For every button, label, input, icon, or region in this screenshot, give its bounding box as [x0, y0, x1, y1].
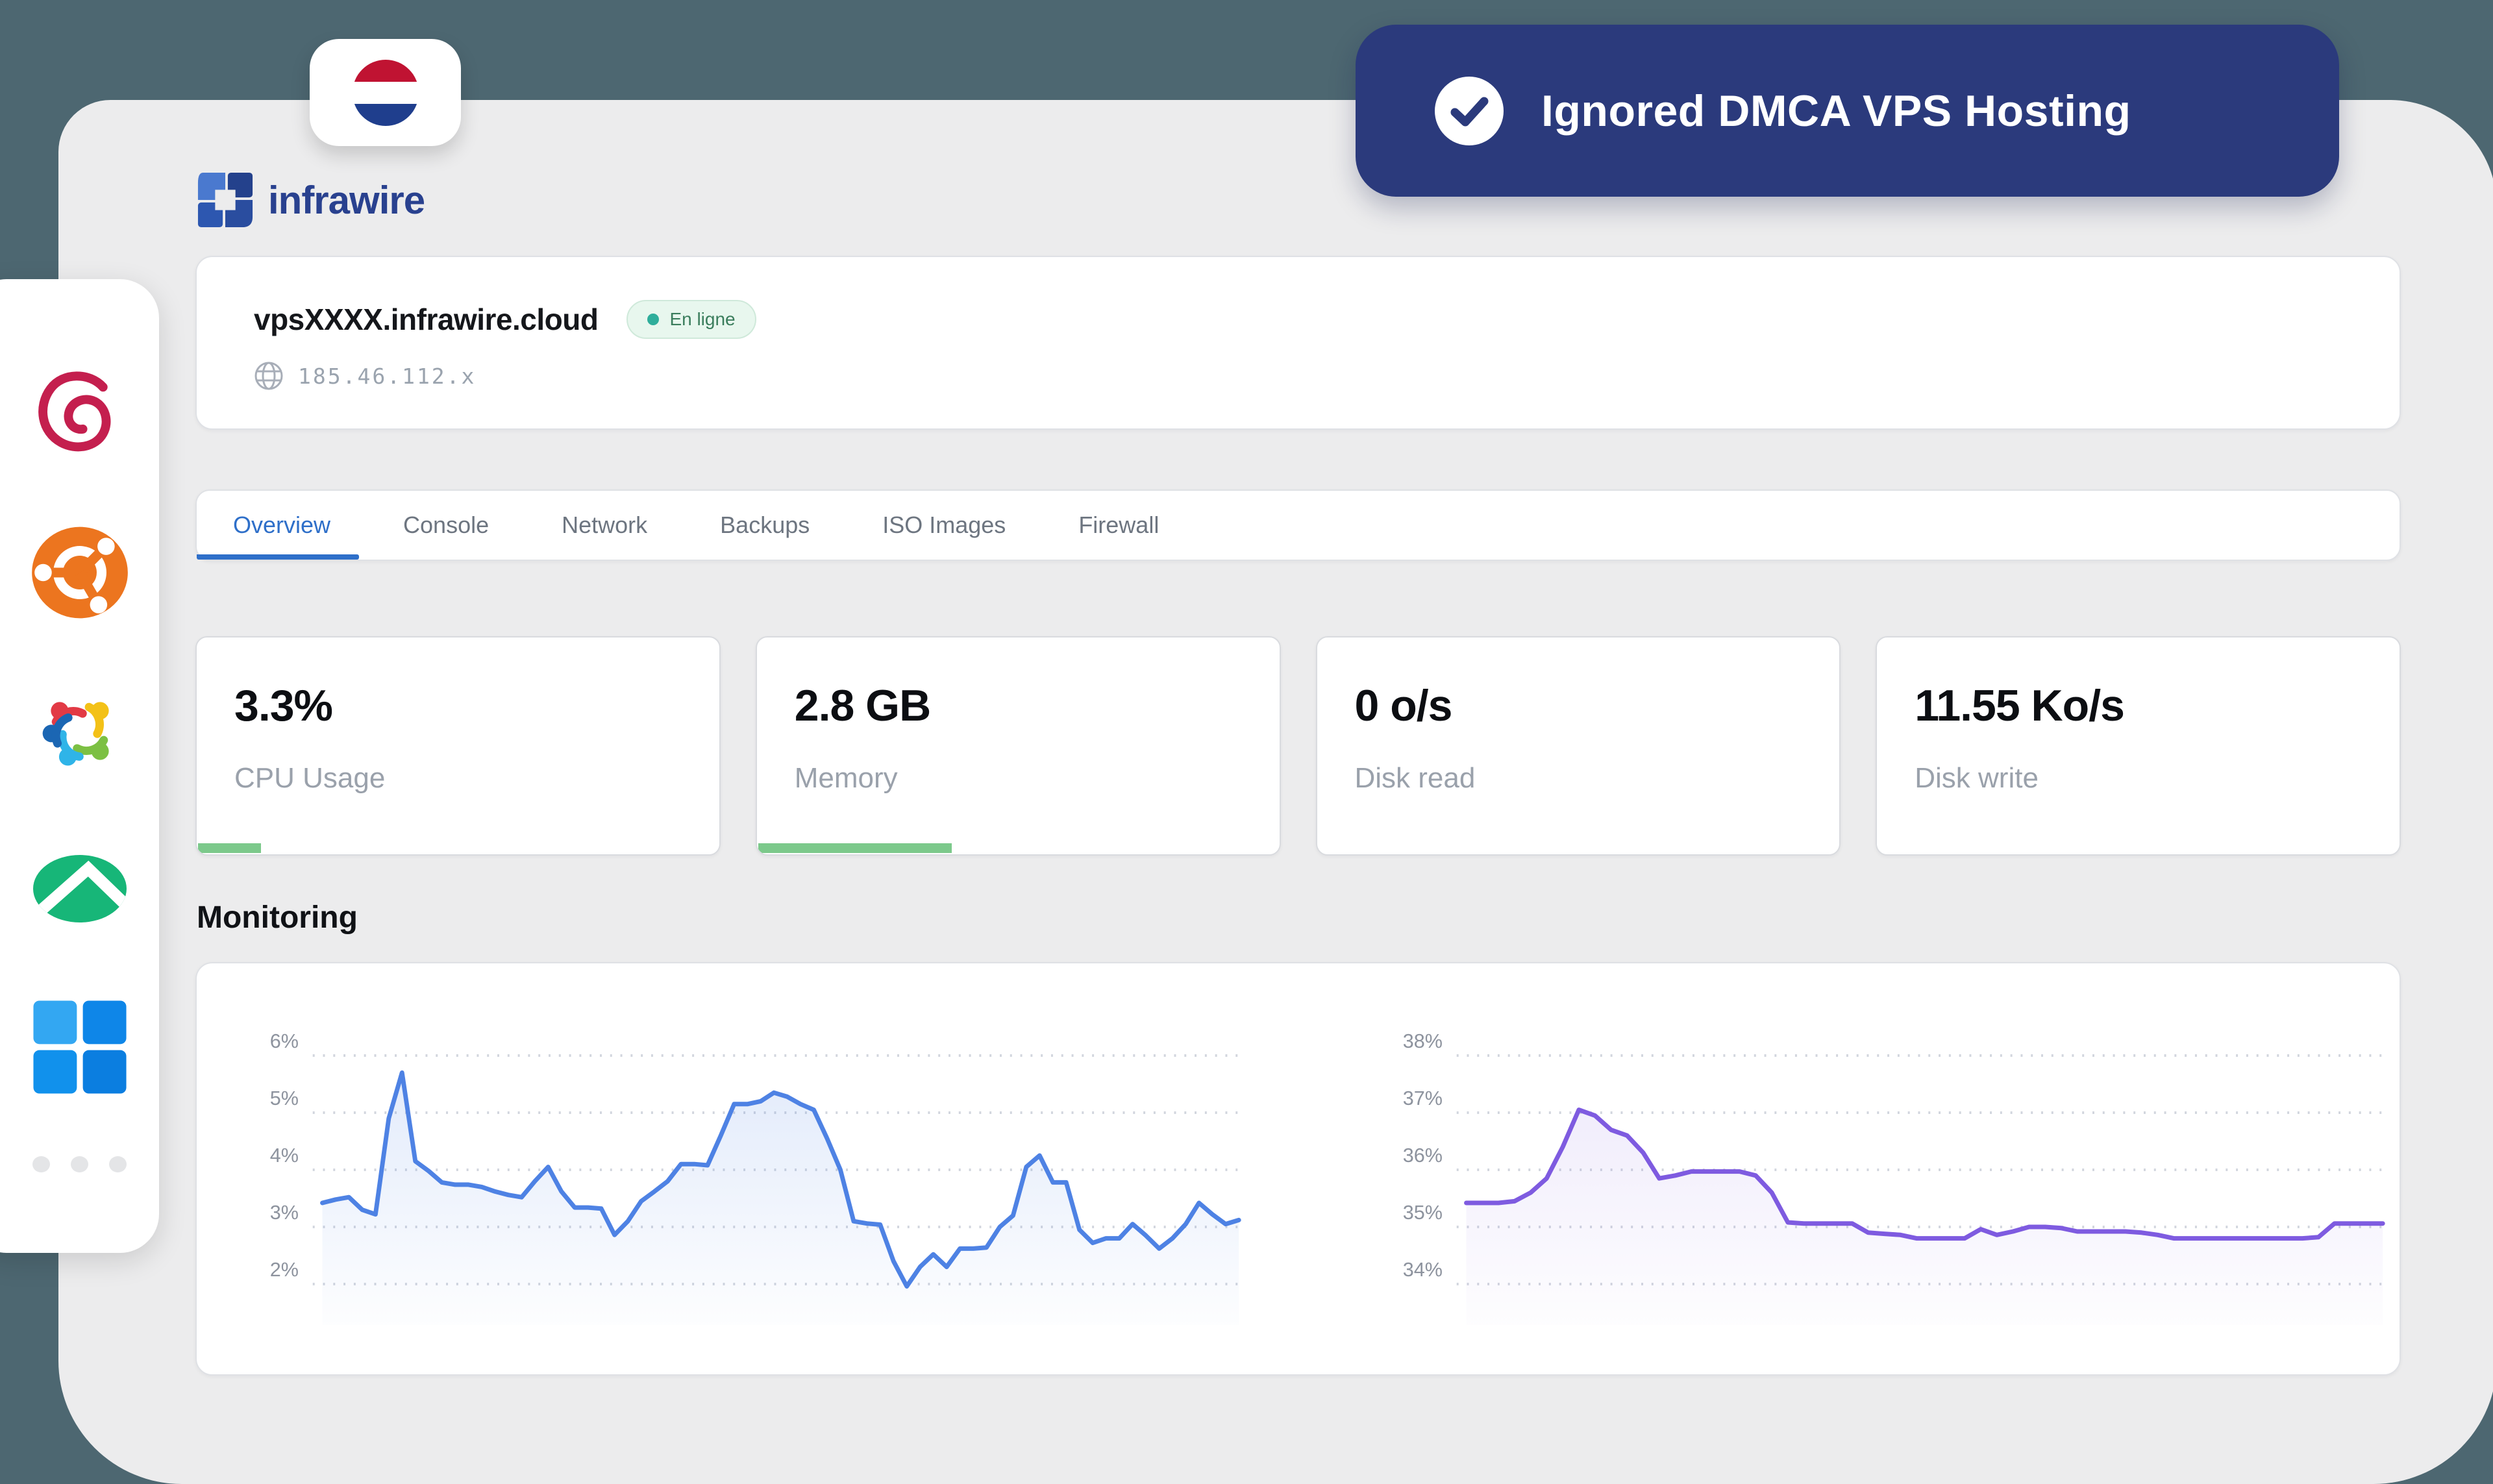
tab-backups[interactable]: Backups	[720, 512, 810, 538]
stat-card-memory: 2.8 GB Memory	[755, 636, 1281, 856]
svg-text:5%: 5%	[270, 1087, 299, 1109]
almalinux-os-icon[interactable]	[31, 682, 129, 780]
stat-label: Disk write	[1915, 762, 2039, 794]
netherlands-flag-icon	[352, 59, 419, 126]
stat-value: 11.55 Ko/s	[1915, 681, 2125, 730]
svg-text:37%: 37%	[1403, 1087, 1443, 1109]
windows-os-icon[interactable]	[31, 998, 129, 1096]
active-tab-underline	[197, 554, 359, 560]
cpu-usage-chart: 6% 5% 4% 3% 2%	[249, 997, 1248, 1348]
online-dot-icon	[647, 314, 660, 325]
tab-network[interactable]: Network	[562, 512, 648, 538]
monitoring-heading: Monitoring	[197, 900, 358, 935]
rocky-linux-os-icon[interactable]	[31, 840, 129, 937]
stat-label: CPU Usage	[234, 762, 386, 794]
monitoring-card: 6% 5% 4% 3% 2% 38% 37% 36% 35% 34%	[195, 962, 2401, 1376]
server-hostname: vpsXXXX.infrawire.cloud	[254, 303, 599, 336]
stat-value: 2.8 GB	[794, 681, 931, 730]
svg-text:35%: 35%	[1403, 1201, 1443, 1224]
globe-icon	[254, 362, 283, 390]
svg-text:2%: 2%	[270, 1258, 299, 1281]
brand-name: infrawire	[268, 178, 425, 222]
stat-label: Memory	[794, 762, 898, 794]
memory-usage-chart: 38% 37% 36% 35% 34%	[1393, 997, 2392, 1348]
banner-title: Ignored DMCA VPS Hosting	[1541, 86, 2131, 136]
server-ip: 185.46.112.x	[298, 363, 477, 389]
tab-overview[interactable]: Overview	[233, 512, 331, 538]
check-circle-icon	[1435, 76, 1504, 145]
stat-label: Disk read	[1354, 762, 1476, 794]
language-flag-button[interactable]	[310, 39, 461, 146]
status-badge: En ligne	[626, 300, 756, 339]
os-sidebar	[0, 279, 159, 1253]
stats-row: 3.3% CPU Usage 2.8 GB Memory 0 o/s Disk read 1…	[195, 636, 2401, 856]
more-os-ellipsis-icon[interactable]	[32, 1156, 127, 1173]
brand-logo: infrawire	[197, 171, 425, 229]
stat-value: 0 o/s	[1354, 681, 1453, 730]
svg-text:38%: 38%	[1403, 1030, 1443, 1052]
svg-text:6%: 6%	[270, 1030, 299, 1052]
dmca-banner: Ignored DMCA VPS Hosting	[1356, 25, 2339, 197]
infrawire-logo-icon	[197, 172, 253, 228]
svg-text:3%: 3%	[270, 1201, 299, 1224]
stat-progress-bar	[198, 843, 261, 853]
stat-value: 3.3%	[234, 681, 333, 730]
stat-card-cpu-usage: 3.3% CPU Usage	[195, 636, 721, 856]
stat-card-disk-write: 11.55 Ko/s Disk write	[1876, 636, 2401, 856]
stat-card-disk-read: 0 o/s Disk read	[1315, 636, 1841, 856]
server-info-card: vpsXXXX.infrawire.cloud En ligne 185.46.…	[195, 256, 2401, 430]
status-label: En ligne	[669, 309, 736, 329]
svg-text:4%: 4%	[270, 1144, 299, 1167]
debian-os-icon[interactable]	[31, 366, 129, 464]
tab-console[interactable]: Console	[403, 512, 490, 538]
stat-progress-bar	[758, 843, 952, 853]
tab-firewall[interactable]: Firewall	[1078, 512, 1160, 538]
tab-bar: Overview Console Network Backups ISO Images F…	[195, 489, 2401, 561]
svg-text:36%: 36%	[1403, 1144, 1443, 1167]
ubuntu-os-icon[interactable]	[31, 524, 129, 621]
tab-iso-images[interactable]: ISO Images	[882, 512, 1006, 538]
svg-text:34%: 34%	[1403, 1258, 1443, 1281]
